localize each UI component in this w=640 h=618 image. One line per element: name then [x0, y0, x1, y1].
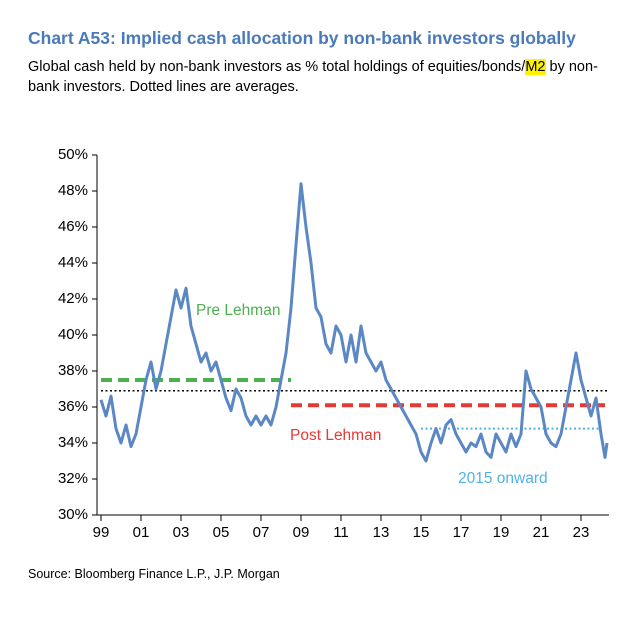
- x-tick-label: 05: [213, 524, 230, 541]
- x-tick-label: 99: [93, 524, 110, 541]
- y-tick-label: 44%: [58, 254, 88, 271]
- y-tick-label: 40%: [58, 326, 88, 343]
- x-tick-label: 09: [293, 524, 310, 541]
- x-tick-label: 13: [373, 524, 390, 541]
- chart-title: Chart A53: Implied cash allocation by no…: [28, 28, 576, 48]
- x-tick-label: 23: [573, 524, 590, 541]
- annotation: 2015 onward: [458, 470, 548, 487]
- x-tick-label: 19: [493, 524, 510, 541]
- x-tick-label: 11: [333, 524, 349, 541]
- x-tick-label: 21: [533, 524, 550, 541]
- y-tick-label: 46%: [58, 218, 88, 235]
- y-tick-label: 42%: [58, 290, 88, 307]
- x-tick-label: 15: [413, 524, 430, 541]
- annotation: Pre Lehman: [196, 302, 280, 319]
- x-tick-label: 03: [173, 524, 190, 541]
- y-tick-label: 30%: [58, 506, 88, 523]
- chart-subtitle: Global cash held by non-bank investors a…: [28, 57, 628, 97]
- y-tick-label: 50%: [58, 146, 88, 163]
- x-tick-label: 07: [253, 524, 270, 541]
- data-line: [99, 182, 609, 463]
- subtitle-highlight: M2: [525, 59, 546, 75]
- y-tick-label: 38%: [58, 362, 88, 379]
- x-tick-label: 01: [133, 524, 150, 541]
- y-tick-label: 32%: [58, 470, 88, 487]
- annotation: Post Lehman: [290, 427, 381, 444]
- subtitle-text: Global cash held by non-bank investors a…: [28, 59, 526, 75]
- y-tick-label: 34%: [58, 434, 88, 451]
- subtitle-text: by non-bank investors. Dotted lines are …: [28, 59, 598, 95]
- source-note: Source: Bloomberg Finance L.P., J.P. Mor…: [28, 567, 280, 581]
- x-tick-label: 17: [453, 524, 470, 541]
- y-tick-label: 36%: [58, 398, 88, 415]
- y-tick-label: 48%: [58, 182, 88, 199]
